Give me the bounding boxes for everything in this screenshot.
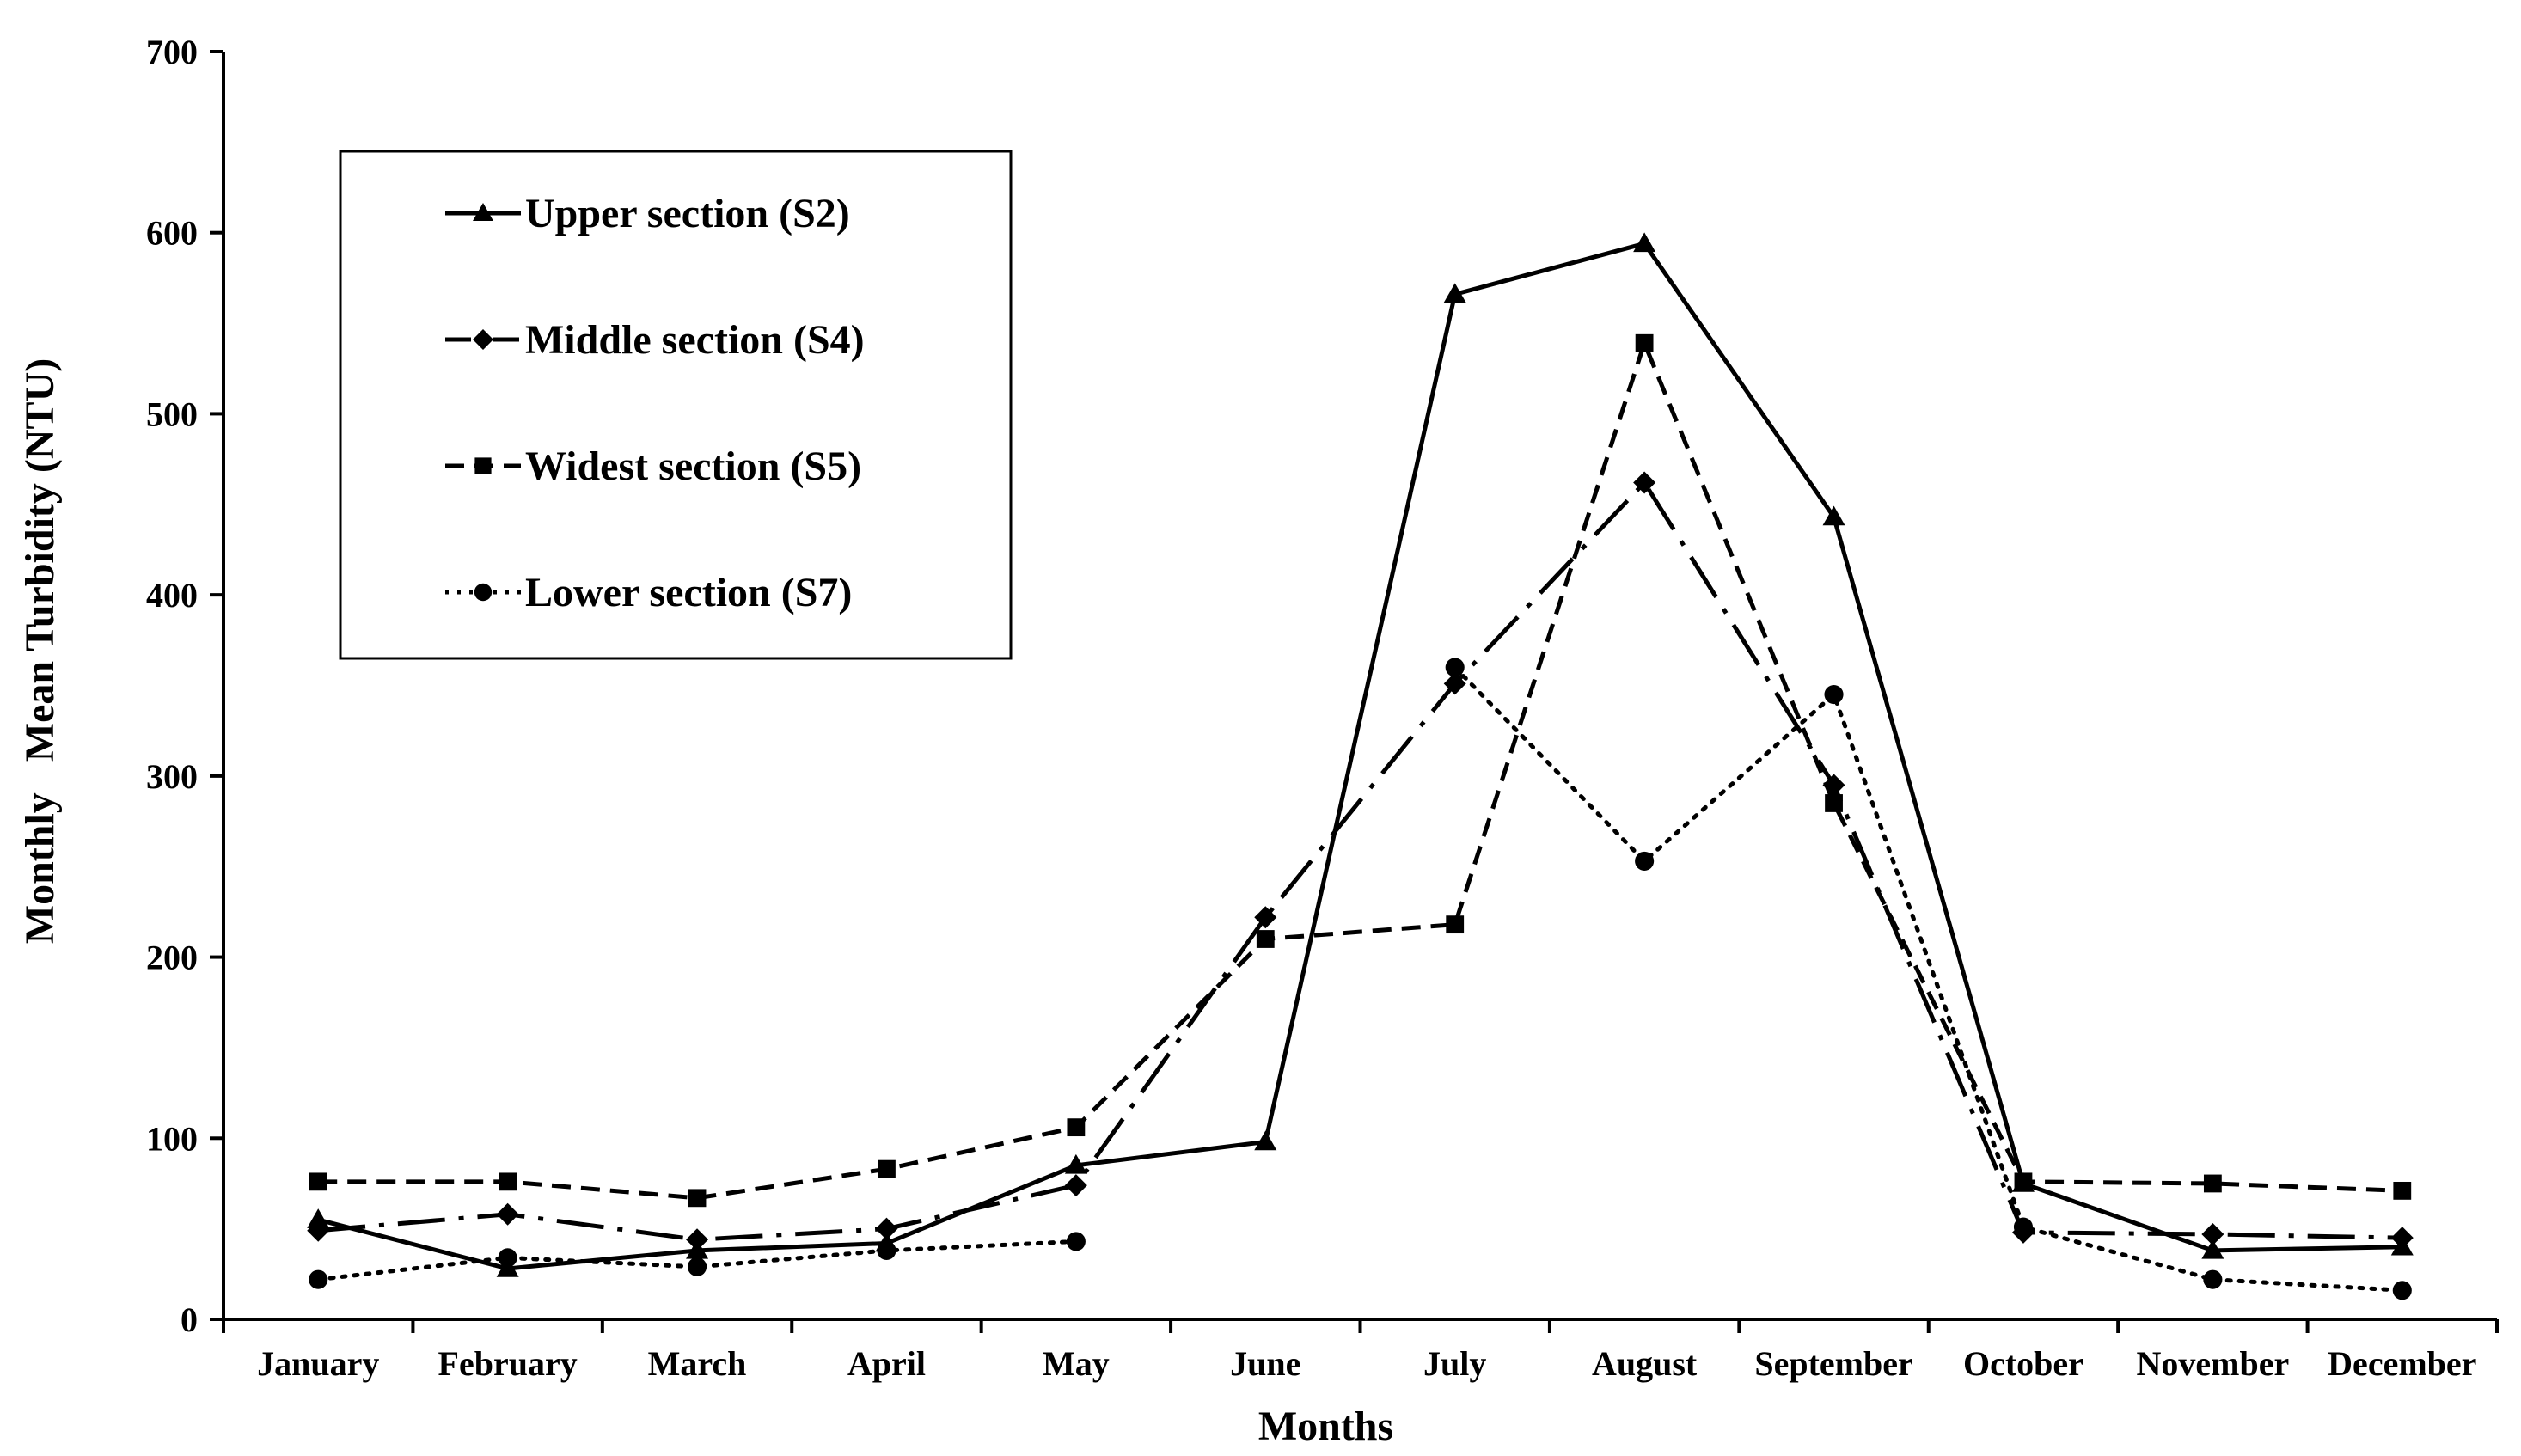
y-axis-title: Monthly Mean Turbidity (NTU) — [17, 358, 63, 944]
series-3 — [309, 333, 2412, 1208]
x-tick-label: November — [2137, 1344, 2290, 1383]
y-tick-label: 0 — [181, 1300, 198, 1339]
legend-label: Upper section (S2) — [525, 191, 850, 236]
data-point — [498, 1248, 517, 1268]
x-axis-title: Months — [1258, 1404, 1393, 1449]
data-point — [688, 1189, 707, 1208]
data-point — [686, 1228, 709, 1251]
data-point — [2201, 1222, 2224, 1245]
x-tick-label: August — [1592, 1344, 1698, 1383]
data-point — [309, 1172, 327, 1191]
y-tick-label: 400 — [146, 576, 198, 615]
data-point — [1824, 684, 1844, 705]
series-line — [318, 340, 2402, 1201]
y-tick-label: 600 — [146, 214, 198, 253]
data-point — [307, 1208, 330, 1228]
legend-swatch-marker — [474, 583, 493, 602]
x-tick-label: September — [1754, 1344, 1912, 1383]
data-point — [1256, 930, 1275, 948]
data-point — [2201, 1239, 2224, 1259]
y-tick-label: 700 — [146, 33, 198, 71]
legend-swatch-marker — [473, 329, 493, 350]
x-tick-label: July — [1423, 1344, 1486, 1383]
x-tick-label: October — [1963, 1344, 2083, 1383]
x-tick-label: December — [2328, 1344, 2476, 1383]
legend-swatch-marker — [474, 457, 492, 474]
x-tick-label: June — [1230, 1344, 1300, 1383]
legend: Upper section (S2) Middle section (S4) Wid… — [339, 150, 1013, 660]
data-point — [1635, 333, 1654, 352]
data-point — [1445, 658, 1465, 677]
y-tick-label: 300 — [146, 757, 198, 796]
data-point — [2014, 1172, 2033, 1191]
data-point — [687, 1257, 707, 1276]
data-point — [309, 1269, 328, 1289]
data-point — [1067, 1118, 1086, 1137]
legend-box — [339, 150, 1013, 660]
legend-label: Middle section (S4) — [525, 317, 865, 363]
data-point — [2203, 1174, 2222, 1193]
series-2 — [307, 471, 2414, 1251]
data-point — [877, 1240, 896, 1260]
x-tick-label: April — [847, 1344, 926, 1383]
data-point — [1822, 505, 1845, 526]
data-point — [496, 1202, 519, 1226]
legend-swatch-marker — [473, 203, 493, 221]
data-point — [2393, 1181, 2412, 1200]
data-point — [875, 1217, 898, 1240]
data-point — [2390, 1227, 2414, 1250]
data-point — [1254, 1130, 1277, 1151]
series-layer — [307, 232, 2414, 1300]
series-line — [317, 241, 2402, 1271]
data-point — [2392, 1281, 2412, 1300]
data-point — [1254, 906, 1277, 929]
axes: 0 100 200 300 400 500 600 700 January February Mar… — [17, 33, 2499, 1449]
data-point — [1446, 915, 1465, 934]
legend-label: Widest section (S5) — [525, 444, 861, 489]
data-point — [1443, 672, 1466, 695]
x-tick-label: May — [1043, 1344, 1110, 1383]
x-tick-label: March — [648, 1344, 747, 1383]
x-tick-label: February — [438, 1344, 578, 1383]
data-point — [1825, 794, 1843, 812]
data-point — [1635, 851, 1655, 871]
data-point — [1633, 471, 1656, 494]
data-point — [307, 1219, 330, 1242]
data-point — [878, 1159, 896, 1178]
y-tick-label: 200 — [146, 939, 198, 977]
series-line — [1453, 664, 2405, 1293]
data-point — [499, 1172, 517, 1191]
data-point — [1443, 283, 1466, 303]
legend-label: Lower section (S7) — [525, 570, 852, 615]
x-tick-label: January — [257, 1344, 379, 1383]
data-point — [1064, 1153, 1087, 1174]
data-point — [1064, 1174, 1087, 1197]
series-line — [317, 480, 2402, 1242]
data-point — [1066, 1232, 1086, 1251]
data-point — [1633, 232, 1656, 253]
y-tick-label: 500 — [146, 395, 198, 433]
data-point — [2013, 1217, 2034, 1237]
data-point — [2203, 1269, 2223, 1289]
y-tick-label: 100 — [146, 1119, 198, 1158]
series-4 — [309, 658, 2412, 1300]
